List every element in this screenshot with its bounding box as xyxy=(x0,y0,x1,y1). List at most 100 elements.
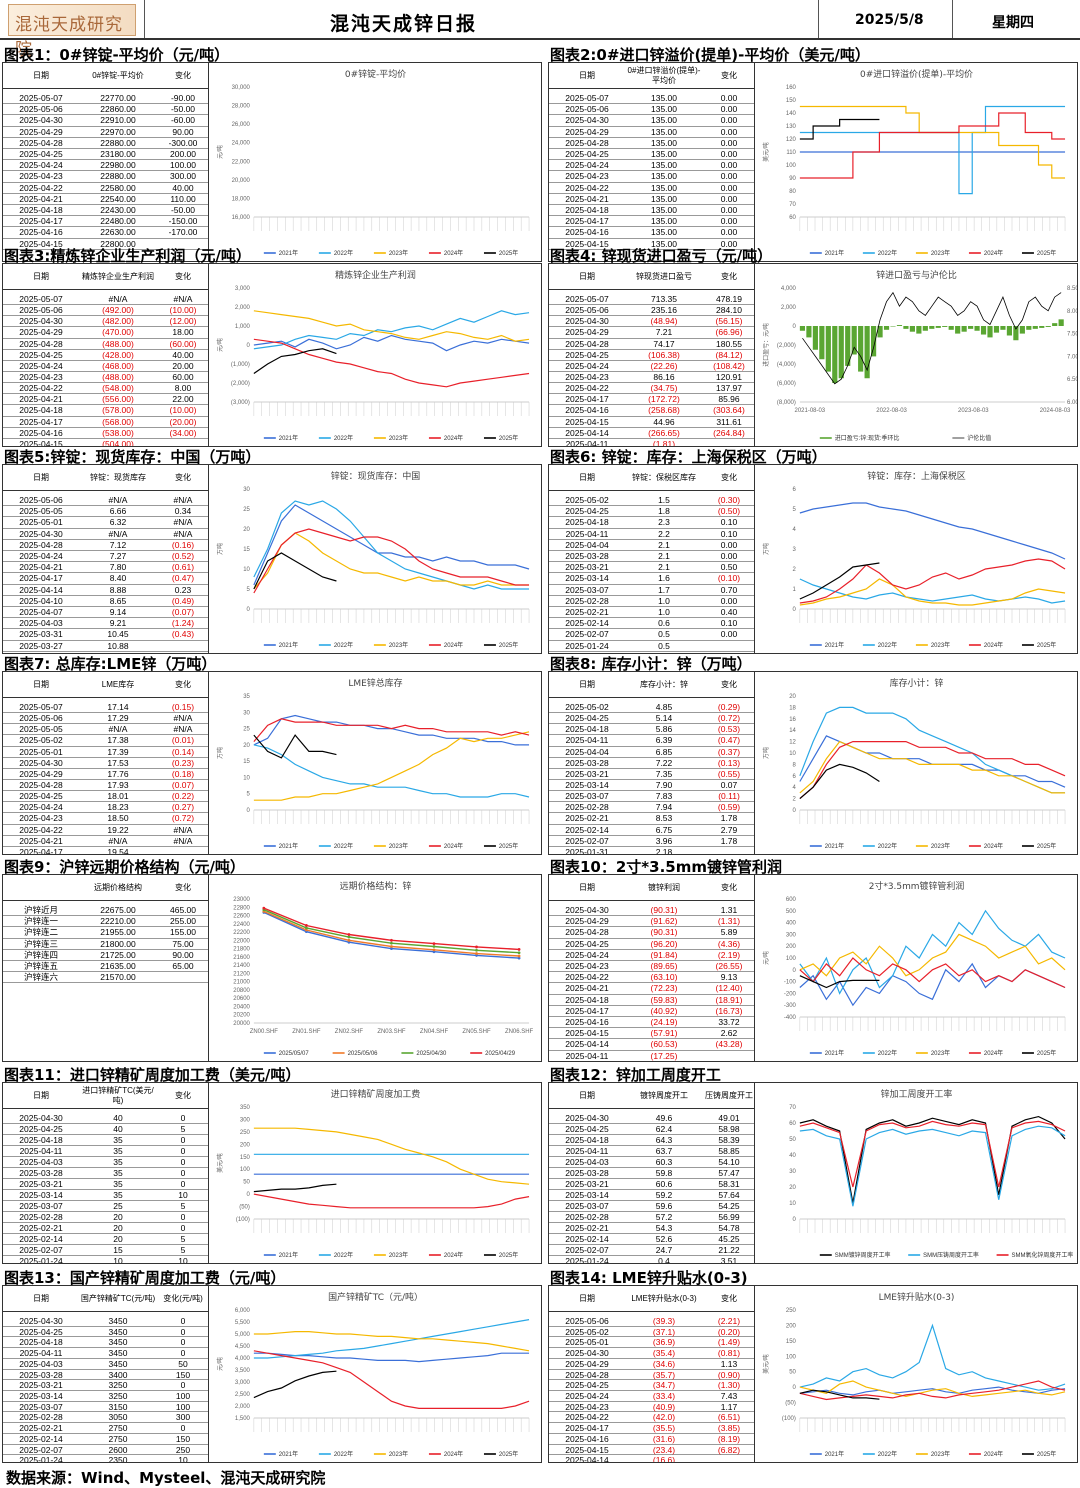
table-cell: 7.80 xyxy=(109,562,127,573)
legend-entry: 沪伦比值 xyxy=(967,434,991,442)
table-row: 2025-03-07 25 5 xyxy=(3,1201,208,1212)
table-cell: 2025-04-21 xyxy=(565,193,609,204)
table-row: 2025-03-28 59.8 57.47 xyxy=(549,1168,754,1179)
table-cell: 沪锌连四 xyxy=(23,949,58,960)
y-tick-label: 90 xyxy=(789,176,796,182)
legend-entry: 2022年 xyxy=(334,1251,353,1259)
y-tick-label: 140 xyxy=(786,111,797,117)
legend-entry: 2022年 xyxy=(334,641,353,649)
table-row: 2025-04-25 23180.00 200.00 xyxy=(3,149,208,161)
table-row: 沪锌连五 21635.00 65.00 xyxy=(3,961,208,973)
y-tick-label: 26,000 xyxy=(232,122,251,128)
table-cell: 40 xyxy=(113,1124,123,1134)
table-cell: 2.62 xyxy=(720,1028,738,1039)
table-cell: 2025-04-30 xyxy=(565,905,609,915)
table-row: 2025-05-06 (492.00) (10.00) xyxy=(3,305,208,317)
y-tick-label: 20600 xyxy=(233,996,250,1002)
table-row: 2025-04-03 3450 50 xyxy=(3,1359,208,1370)
table-cell: 22675.00 xyxy=(100,905,136,915)
table-cell: 135.00 xyxy=(651,182,677,193)
table-cell: 0.00 xyxy=(720,193,738,204)
table-cell: (1.81) xyxy=(652,438,676,447)
table-cell: 18.50 xyxy=(107,813,129,824)
y-tick-label: (100) xyxy=(782,1416,796,1422)
table-cell: (0.07) xyxy=(171,780,195,790)
table-cell: 0.07 xyxy=(720,780,738,790)
series-point xyxy=(390,938,393,942)
table-cell: 58.85 xyxy=(718,1146,740,1156)
table-cell: 8.00 xyxy=(174,383,192,394)
y-tick-label: -200 xyxy=(784,991,797,997)
table-cell: 2025-04-07 xyxy=(19,607,63,617)
series-point xyxy=(347,933,351,936)
y-tick-label: 1 xyxy=(793,587,797,593)
table-cell: 2600 xyxy=(108,1444,128,1455)
table-row: 2025-04-25 135.00 0.00 xyxy=(549,149,754,161)
table-row: 2025-03-28 35 0 xyxy=(3,1168,208,1179)
table-cell: 2025-04-29 xyxy=(19,126,63,137)
y-tick-label: 10 xyxy=(789,751,796,757)
y-tick-label: 0 xyxy=(247,607,251,613)
table-cell: (0.18) xyxy=(171,768,195,779)
x-tick-label: ZN06.SHF xyxy=(505,1029,534,1035)
table-row: 2025-04-07 9.14 (0.07) xyxy=(3,607,208,619)
y-tick-label: 150 xyxy=(240,1155,251,1161)
table-cell: 2025-04-30 xyxy=(19,528,63,539)
table-cell: (0.43) xyxy=(171,629,195,640)
series-line xyxy=(253,338,530,388)
table-cell: 2025-03-07 xyxy=(19,1401,63,1412)
table-cell: 2025-04-21 xyxy=(19,394,63,405)
y-tick-label: 16,000 xyxy=(232,215,251,221)
column-header: 变化 xyxy=(721,679,737,689)
table-cell: 20 xyxy=(113,1212,123,1222)
table-row: 2025-04-15 (23.4) (6.82) xyxy=(549,1445,754,1456)
series-point xyxy=(304,926,308,930)
series-line xyxy=(253,1370,337,1399)
import-pl-bar xyxy=(993,326,1000,333)
table-cell: (60.00) xyxy=(169,338,197,349)
table-cell: 2025-04-14 xyxy=(565,427,609,438)
table-cell: 2025-02-21 xyxy=(19,1223,63,1233)
y-tick-label: 12 xyxy=(789,740,796,746)
table-cell: 21.22 xyxy=(718,1245,740,1255)
table-cell: 2025-02-07 xyxy=(19,1245,63,1255)
import-pl-bar xyxy=(955,326,961,334)
table-cell: 58.31 xyxy=(718,1179,740,1189)
table-cell: (34.6) xyxy=(652,1358,676,1369)
table-row: 2025-04-15 (57.91) 2.62 xyxy=(549,1028,754,1040)
table-header: 日期 进口锌精矿TC(美元/吨) 变化 xyxy=(3,1083,208,1109)
p6-chart: 锌锭：库存：上海保税区 6 5 4 3 2 1 0 万吨 2021年 2022年 2023年 2024年… xyxy=(756,465,1077,653)
table-cell: 2025-04-24 xyxy=(19,360,63,371)
table-cell: 2025-04-28 xyxy=(565,1369,609,1380)
table-cell: (12.00) xyxy=(169,316,197,327)
y-tick-label: 18 xyxy=(789,705,796,711)
table-cell: (0.30) xyxy=(717,495,741,505)
table-row: 2025-04-15 (504.00) xyxy=(3,439,208,446)
table-cell: 18.23 xyxy=(107,802,129,813)
y-tick-label: 15 xyxy=(243,547,250,553)
table-cell: 2025-04-11 xyxy=(565,735,609,746)
p13-chart: 国产锌精矿TC（元/吨） 6,000 5,500 5,000 4,500 4,000 3,5… xyxy=(210,1286,541,1462)
table-row: 2025-05-06 #N/A #N/A xyxy=(3,495,208,507)
legend-entry: 2023年 xyxy=(389,249,408,257)
y-tick-label: 100 xyxy=(786,163,797,169)
y-tick-label: 60 xyxy=(789,215,796,221)
y-tick-label: 2,500 xyxy=(235,1392,251,1398)
table-row: 2025-05-06 17.29 #N/A xyxy=(3,713,208,725)
y-tick-label: 350 xyxy=(240,1105,251,1111)
table-cell: 135.00 xyxy=(651,93,677,103)
table-cell: 120.91 xyxy=(716,372,742,382)
y-tick-label: 2,000 xyxy=(781,305,797,311)
table-cell: 2025-03-28 xyxy=(565,757,609,768)
table-row: 沪锌近月 22675.00 465.00 xyxy=(3,905,208,917)
p8-table: 日期 库存小计：锌 变化 2025-05-02 4.85 (0.29) 2025-04-25… xyxy=(549,672,755,854)
table-cell: (8.19) xyxy=(717,1433,741,1444)
table-cell: (16.73) xyxy=(715,1005,743,1016)
table-row: 2025-04-17 8.40 (0.47) xyxy=(3,573,208,585)
table-cell: 2025-04-28 xyxy=(19,137,63,148)
table-cell: 7.90 xyxy=(655,780,673,790)
table-cell: 58.98 xyxy=(718,1124,740,1134)
y-tick-label: (2,000) xyxy=(231,381,250,387)
series-line xyxy=(253,714,530,746)
table-cell: 2025-04-23 xyxy=(565,1401,609,1412)
